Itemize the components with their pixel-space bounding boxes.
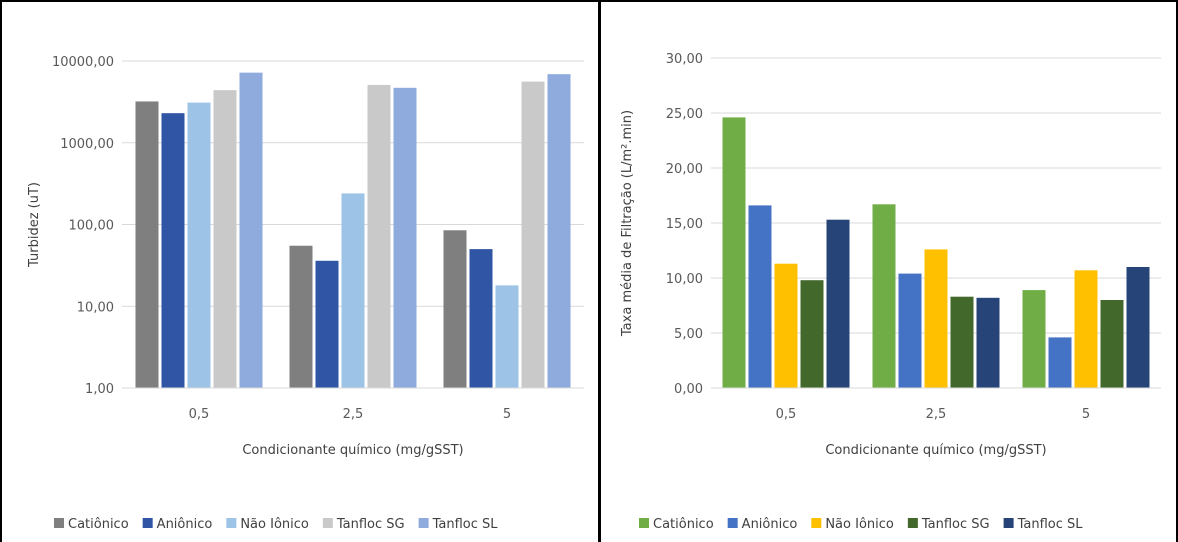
legend-label: Aniônico: [742, 517, 798, 532]
legend-label: Não Iônico: [825, 517, 894, 532]
bar: [187, 102, 211, 389]
bar: [289, 245, 313, 388]
bar: [826, 219, 850, 388]
legend-swatch: [639, 518, 649, 528]
bar: [161, 113, 185, 389]
bar: [1100, 300, 1124, 388]
x-tick-label: 2,5: [926, 407, 947, 422]
y-tick-label: 0,00: [674, 382, 703, 397]
y-tick-label: 20,00: [666, 162, 703, 177]
legend-label: Aniônico: [157, 517, 213, 532]
y-tick-label: 100,00: [69, 219, 115, 234]
y-tick-label: 10,00: [666, 272, 703, 287]
y-tick-label: 5,00: [674, 327, 703, 342]
bar: [1048, 337, 1072, 388]
legend-label: Catiônico: [653, 517, 714, 532]
bar: [521, 81, 545, 388]
y-tick-label: 1,00: [85, 382, 114, 397]
bar: [1074, 270, 1098, 388]
y-tick-label: 15,00: [666, 217, 703, 232]
bar: [800, 280, 824, 388]
bar: [135, 101, 159, 389]
bar: [213, 90, 237, 389]
x-tick-label: 0,5: [189, 407, 210, 422]
bar: [872, 204, 896, 388]
legend-label: Não Iônico: [240, 517, 309, 532]
y-tick-label: 30,00: [666, 52, 703, 67]
y-axis-title: Taxa média de Filtração (L/m².min): [620, 110, 635, 337]
legend-label: Catiônico: [68, 517, 129, 532]
x-tick-label: 2,5: [343, 407, 364, 422]
bar: [950, 296, 974, 388]
bar: [1126, 267, 1150, 388]
legend-swatch: [322, 518, 333, 528]
legend-swatch: [727, 518, 738, 528]
bar: [722, 117, 746, 389]
x-axis-title: Condicionante químico (mg/gSST): [825, 443, 1046, 458]
y-tick-label: 1000,00: [60, 137, 114, 152]
legend-label: Tanfloc SG: [921, 517, 990, 532]
bar: [748, 205, 772, 388]
bar: [443, 230, 467, 388]
x-tick-label: 5: [1082, 407, 1090, 422]
legend-label: Tanfloc SG: [336, 517, 405, 532]
bar: [976, 297, 1000, 388]
legend-swatch: [226, 518, 237, 528]
bar: [239, 72, 263, 388]
filtration-rate-chart-panel: 0,00 5,00 10,00 15,00 20,00 25,00 30,00 0,5 2,5 5…: [598, 0, 1178, 542]
y-axis-title: Turbidez (uT): [27, 182, 42, 268]
legend-swatch: [418, 518, 429, 528]
y-tick-label: 10000,00: [52, 55, 114, 70]
bar: [924, 249, 948, 388]
bar: [393, 87, 417, 388]
legend-swatch: [54, 518, 64, 528]
x-axis-title: Condicionante químico (mg/gSST): [242, 443, 463, 458]
x-tick-label: 5: [503, 407, 511, 422]
bar: [495, 285, 519, 388]
bar: [1022, 290, 1046, 388]
legend-swatch: [1003, 518, 1014, 528]
filtration-rate-chart: 0,00 5,00 10,00 15,00 20,00 25,00 30,00 0,5 2,5 5…: [620, 52, 1161, 532]
legend-swatch: [811, 518, 822, 528]
bar: [341, 193, 365, 388]
bar: [367, 84, 391, 389]
y-tick-label: 25,00: [666, 107, 703, 122]
bar: [774, 263, 798, 388]
x-tick-label: 0,5: [776, 407, 797, 422]
turbidity-chart: 1,00 10,00 100,00 1000,00 10000,00 0,5 2,5 5 Con…: [27, 55, 584, 532]
legend-label: Tanfloc SL: [1017, 517, 1084, 532]
bar: [547, 74, 571, 389]
bar: [315, 260, 339, 388]
bar: [898, 273, 922, 388]
y-tick-label: 10,00: [77, 300, 114, 315]
legend-label: Tanfloc SL: [432, 517, 499, 532]
legend-swatch: [142, 518, 153, 528]
legend-swatch: [907, 518, 918, 528]
bar: [469, 249, 493, 388]
turbidity-chart-panel: 1,00 10,00 100,00 1000,00 10000,00 0,5 2,5 5 Con…: [0, 0, 598, 542]
